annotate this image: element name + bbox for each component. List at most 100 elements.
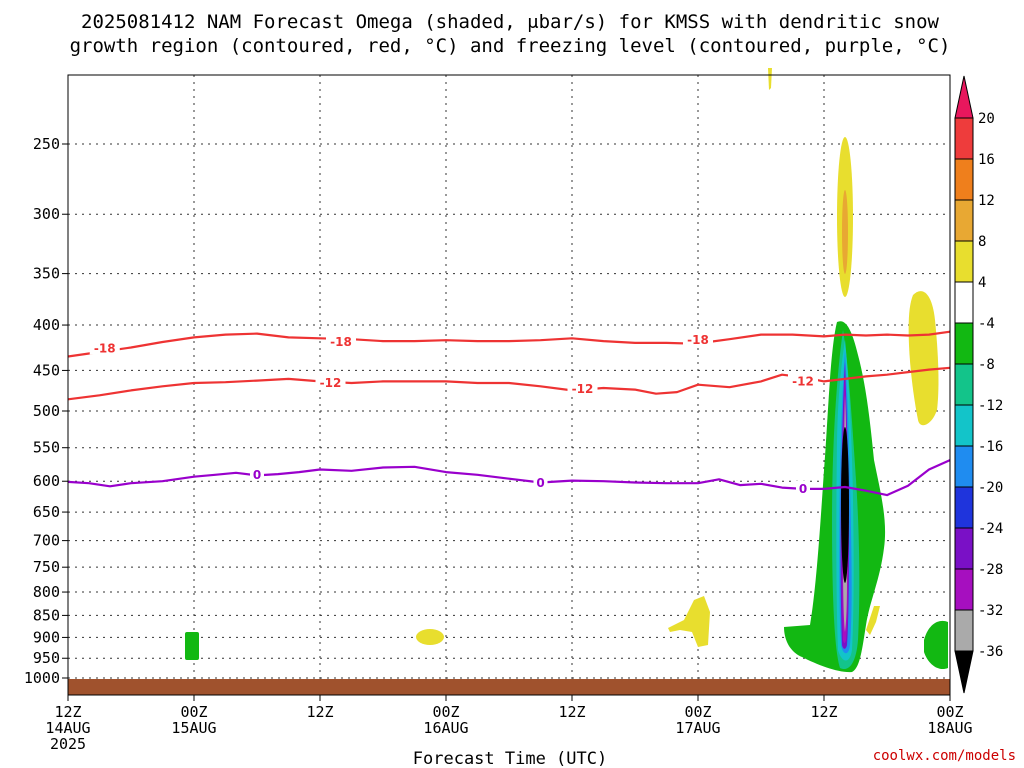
- colorbar-box-10: [954, 527, 974, 570]
- y-tick-label-800: 800: [33, 583, 60, 601]
- contour-label-bg--12-0: [315, 375, 346, 390]
- x-tick-label-24-line1: 12Z: [306, 703, 333, 721]
- colorbar-label-3: 8: [978, 234, 986, 250]
- colorbar-label-8: -16: [978, 439, 1003, 455]
- colorbar-box-2: [954, 199, 974, 242]
- x-tick-label-0-line2: 14AUG: [45, 719, 90, 737]
- contour-label-bg-0-0: [250, 466, 264, 481]
- colorbar-box-6: [954, 363, 974, 406]
- x-tick-label-0-line3: 2025: [50, 735, 86, 753]
- colorbar-label-2: 12: [978, 193, 995, 209]
- contour-label-bg-0-1: [533, 475, 548, 490]
- chart-title-line2: growth region (contoured, red, °C) and f…: [70, 35, 951, 57]
- x-tick-label-48-line1: 12Z: [558, 703, 585, 721]
- colorbar-box-12: [954, 609, 974, 652]
- contour-line-0: [67, 459, 951, 497]
- contour-label-0-2: 0: [799, 482, 807, 496]
- y-tick-label-450: 450: [33, 361, 60, 379]
- x-tick-label-12-line2: 15AUG: [171, 719, 216, 737]
- colorbar-box-9: [954, 486, 974, 529]
- colorbar: 20 16 12 8 4 -4 -8 -12 -16 -20 -24 -28 -32 -36: [954, 75, 1003, 694]
- colorbar-label-12: -32: [978, 603, 1003, 619]
- contour-label--18-2: -18: [687, 333, 709, 347]
- credit-text: coolwx.com/models: [873, 748, 1016, 764]
- colorbar-box-4: [954, 281, 974, 324]
- colorbar-label-11: -28: [978, 562, 1003, 578]
- omega-rise-blob-a: [185, 632, 199, 660]
- y-tick-label-550: 550: [33, 439, 60, 457]
- x-tick-label-36-line2: 16AUG: [423, 719, 468, 737]
- plot-border: [67, 74, 951, 696]
- contour-label--18-0: -18: [94, 341, 116, 355]
- y-tick-label-600: 600: [33, 472, 60, 490]
- y-tick-label-300: 300: [33, 205, 60, 223]
- colorbar-label-6: -8: [978, 357, 995, 373]
- contour-label-bg--18-0: [89, 340, 120, 355]
- contour-label-0-1: 0: [536, 476, 544, 490]
- omega-sink-blob-c: [866, 606, 880, 635]
- contour-label-bg--12-2: [788, 373, 818, 388]
- y-axis-ticks: 250 300 350 400 450 500 550 600 650 700 750 800 850 9…: [24, 135, 68, 687]
- omega-rise-blob-b: [924, 620, 948, 670]
- omega-sink-right-pocket: [908, 291, 939, 426]
- x-tick-label-84-line1: 00Z: [936, 703, 963, 721]
- x-tick-label-12-line1: 00Z: [180, 703, 207, 721]
- omega-sink-top-sliver: [768, 68, 772, 90]
- contour-label-bg--18-2: [683, 332, 713, 347]
- x-tick-label-0-line1: 12Z: [54, 703, 81, 721]
- colorbar-top-triangle: [954, 75, 974, 119]
- contour-label--12-1: -12: [572, 382, 594, 396]
- colorbar-label-7: -12: [978, 398, 1003, 414]
- x-tick-label-84-line2: 18AUG: [927, 719, 972, 737]
- omega-shading: [185, 68, 948, 673]
- x-axis-title: Forecast Time (UTC): [413, 749, 607, 768]
- contour-label-0-0: 0: [253, 468, 261, 482]
- colorbar-box-5: [954, 322, 974, 365]
- colorbar-box-0: [954, 117, 974, 160]
- contour-label-bg--12-1: [567, 380, 598, 395]
- colorbar-box-1: [954, 158, 974, 201]
- contour-label--12-0: -12: [320, 376, 342, 390]
- y-tick-label-950: 950: [33, 649, 60, 667]
- y-tick-label-650: 650: [33, 503, 60, 521]
- x-tick-label-60-line2: 17AUG: [675, 719, 720, 737]
- y-tick-label-400: 400: [33, 316, 60, 334]
- contour-label--18-1: -18: [330, 335, 352, 349]
- omega-rise-main-core: [841, 427, 849, 583]
- contour-label-bg-0-2: [796, 480, 810, 495]
- y-tick-label-700: 700: [33, 532, 60, 550]
- omega-sink-blob-a: [416, 629, 444, 645]
- y-tick-label-1000: 1000: [24, 669, 60, 687]
- contour-label-bg--18-1: [326, 334, 356, 349]
- y-tick-label-500: 500: [33, 402, 60, 420]
- colorbar-box-11: [954, 568, 974, 611]
- colorbar-label-4: 4: [978, 275, 986, 291]
- colorbar-bottom-triangle: [954, 650, 974, 694]
- omega-sink-blob-b: [668, 596, 710, 647]
- colorbar-box-8: [954, 445, 974, 488]
- y-tick-label-850: 850: [33, 606, 60, 624]
- colorbar-label-9: -20: [978, 480, 1003, 496]
- x-tick-label-60-line1: 00Z: [684, 703, 711, 721]
- colorbar-box-7: [954, 404, 974, 447]
- contour-label--12-2: -12: [792, 374, 814, 388]
- x-tick-label-72-line1: 12Z: [810, 703, 837, 721]
- y-tick-label-350: 350: [33, 265, 60, 283]
- x-tick-label-36-line1: 00Z: [432, 703, 459, 721]
- colorbar-box-3: [954, 240, 974, 283]
- terrain-surface: [68, 679, 950, 695]
- colorbar-label-1: 16: [978, 152, 995, 168]
- colorbar-label-10: -24: [978, 521, 1003, 537]
- contour-line--18: [67, 330, 951, 358]
- chart-title-line1: 2025081412 NAM Forecast Omega (shaded, μ…: [81, 11, 939, 33]
- y-tick-label-900: 900: [33, 628, 60, 646]
- y-tick-label-750: 750: [33, 558, 60, 576]
- colorbar-label-5: -4: [978, 316, 995, 332]
- colorbar-label-13: -36: [978, 644, 1003, 660]
- temperature-contours: -18 -18 -18 -12 -12 -12 0 0 0: [67, 330, 951, 497]
- omega-sink-upper-core: [842, 190, 848, 274]
- colorbar-label-0: 20: [978, 111, 995, 127]
- y-tick-label-250: 250: [33, 135, 60, 153]
